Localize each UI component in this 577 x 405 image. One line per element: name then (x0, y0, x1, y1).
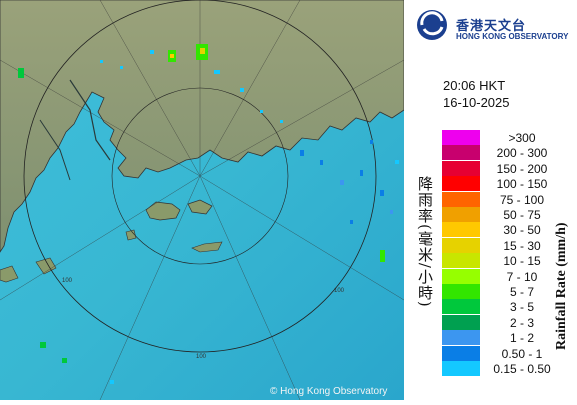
legend-label: >300 (508, 131, 536, 145)
legend-item: 75 - 100 (442, 191, 572, 207)
legend-swatch (442, 330, 480, 346)
legend-swatch (442, 268, 480, 284)
legend-swatch (442, 130, 480, 145)
island (0, 265, 19, 283)
legend-label: 7 - 10 (506, 269, 538, 284)
hko-logo: 香港天文台 HONG KONG OBSERVATORY (412, 6, 577, 46)
legend-panel: 香港天文台 HONG KONG OBSERVATORY 20:06 HKT 16… (404, 0, 577, 400)
hko-logo-icon (417, 10, 447, 40)
legend-item: 100 - 150 (442, 176, 572, 192)
legend-label: 1 - 2 (509, 331, 534, 346)
rain-echoes (18, 44, 399, 384)
legend-swatch (442, 145, 480, 161)
legend-item: 0.15 - 0.50 (442, 361, 572, 376)
legend-swatch (442, 299, 480, 315)
radar-map-svg: 100 100 100 (0, 0, 405, 401)
legend-swatch (442, 361, 480, 376)
legend-item: 150 - 200 (442, 160, 572, 176)
legend-swatch (442, 176, 480, 192)
legend-swatch (442, 314, 480, 330)
legend-item: 50 - 75 (442, 207, 572, 222)
legend-swatch (442, 160, 480, 176)
range-ring-outer (23, 0, 377, 353)
logo-english-name: HONG KONG OBSERVATORY (456, 32, 569, 41)
river-line (39, 119, 71, 181)
radar-date: 16-10-2025 (443, 95, 510, 110)
legend-swatch (442, 222, 480, 238)
radar-map: 100 100 100 (0, 0, 405, 401)
legend-item: 3 - 5 (442, 299, 572, 315)
bearing-lines (0, 0, 405, 401)
logo-chinese-name: 香港天文台 (456, 19, 527, 34)
legend-item: 200 - 300 (442, 145, 572, 161)
island (191, 241, 223, 253)
legend-label: 5 - 7 (509, 285, 534, 299)
legend-label: 0.50 - 1 (501, 346, 543, 361)
legend-swatch (442, 191, 480, 207)
ring-label: 100 (334, 288, 345, 294)
ring-label: 100 (62, 278, 73, 284)
legend-swatch (442, 207, 480, 222)
legend-label: 15 - 30 (503, 238, 541, 253)
legend-label: 75 - 100 (499, 192, 545, 207)
legend-swatch (442, 237, 480, 253)
legend-swatch (442, 345, 480, 361)
legend-item: 15 - 30 (442, 237, 572, 253)
legend-label: 100 - 150 (496, 177, 548, 192)
river-line (69, 79, 111, 161)
lantau-island (145, 201, 181, 221)
legend-item: 2 - 3 (442, 314, 572, 330)
hk-island (187, 199, 213, 215)
radar-time: 20:06 HKT (443, 78, 506, 93)
legend-label: 50 - 75 (503, 208, 541, 222)
ring-label: 100 (196, 354, 207, 360)
legend-label: 150 - 200 (496, 161, 548, 176)
legend-label: 0.15 - 0.50 (493, 362, 551, 376)
legend-label: 2 - 3 (509, 315, 534, 330)
legend-item: 1 - 2 (442, 330, 572, 346)
legend-title-zh: 降雨率(毫米/小時) (416, 176, 434, 308)
legend-swatch (442, 284, 480, 299)
legend-item: 0.50 - 1 (442, 345, 572, 361)
legend-label: 200 - 300 (496, 146, 548, 161)
legend-swatch (442, 253, 480, 269)
legend-item: 5 - 7 (442, 284, 572, 299)
legend-label: 3 - 5 (509, 300, 534, 315)
legend-item: 30 - 50 (442, 222, 572, 238)
legend-label: 30 - 50 (503, 223, 541, 238)
legend-label: 10 - 15 (503, 254, 541, 269)
legend-item: >300 (442, 130, 572, 145)
legend-item: 10 - 15 (442, 253, 572, 269)
legend-item: 7 - 10 (442, 268, 572, 284)
copyright-text: © Hong Kong Observatory (270, 386, 387, 397)
